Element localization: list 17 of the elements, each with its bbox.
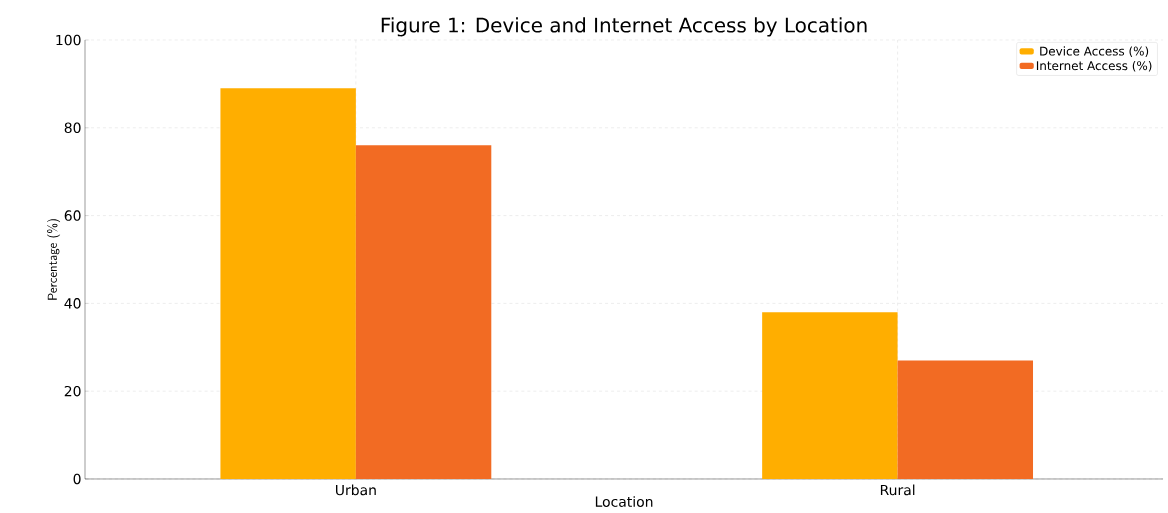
bar [897,360,1034,479]
bar [762,312,898,479]
y-tick-label: 0 [73,473,81,485]
y-tick-label: 60 [64,210,81,221]
x-axis-title: Location [595,496,653,507]
y-axis-title: Percentage (%) [47,219,61,300]
y-tick-label: 80 [64,122,81,134]
y-tick-label: 40 [64,298,81,309]
x-tick-label: Rural [880,484,915,496]
chart-title: Figure 1: Device and Internet Access by Location [381,17,867,37]
x-tick-label: Urban [336,484,376,496]
y-tick-label: 100 [56,34,81,46]
bar [355,145,492,479]
legend-label: Internet Access (%) [1036,60,1152,72]
bar [220,88,356,479]
y-tick-label: 20 [64,385,81,397]
legend-label: Device Access (%) [1040,46,1149,58]
